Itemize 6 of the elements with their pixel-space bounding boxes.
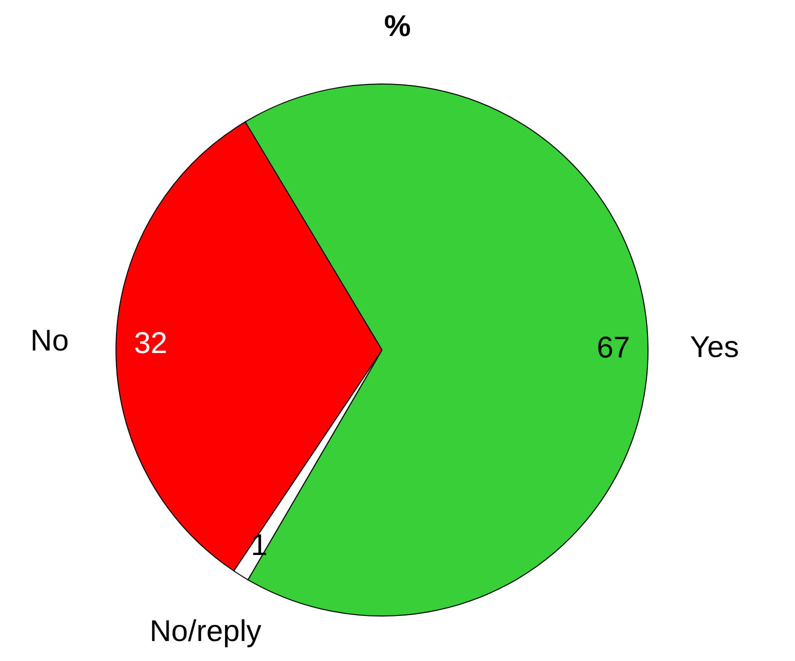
slice-label: No/reply (150, 614, 262, 648)
slice-label: Yes (690, 331, 739, 364)
data-label: 32 (134, 327, 168, 360)
slice-label: No (30, 324, 69, 358)
data-label: 67 (596, 332, 630, 365)
chart-title: % (384, 10, 411, 43)
